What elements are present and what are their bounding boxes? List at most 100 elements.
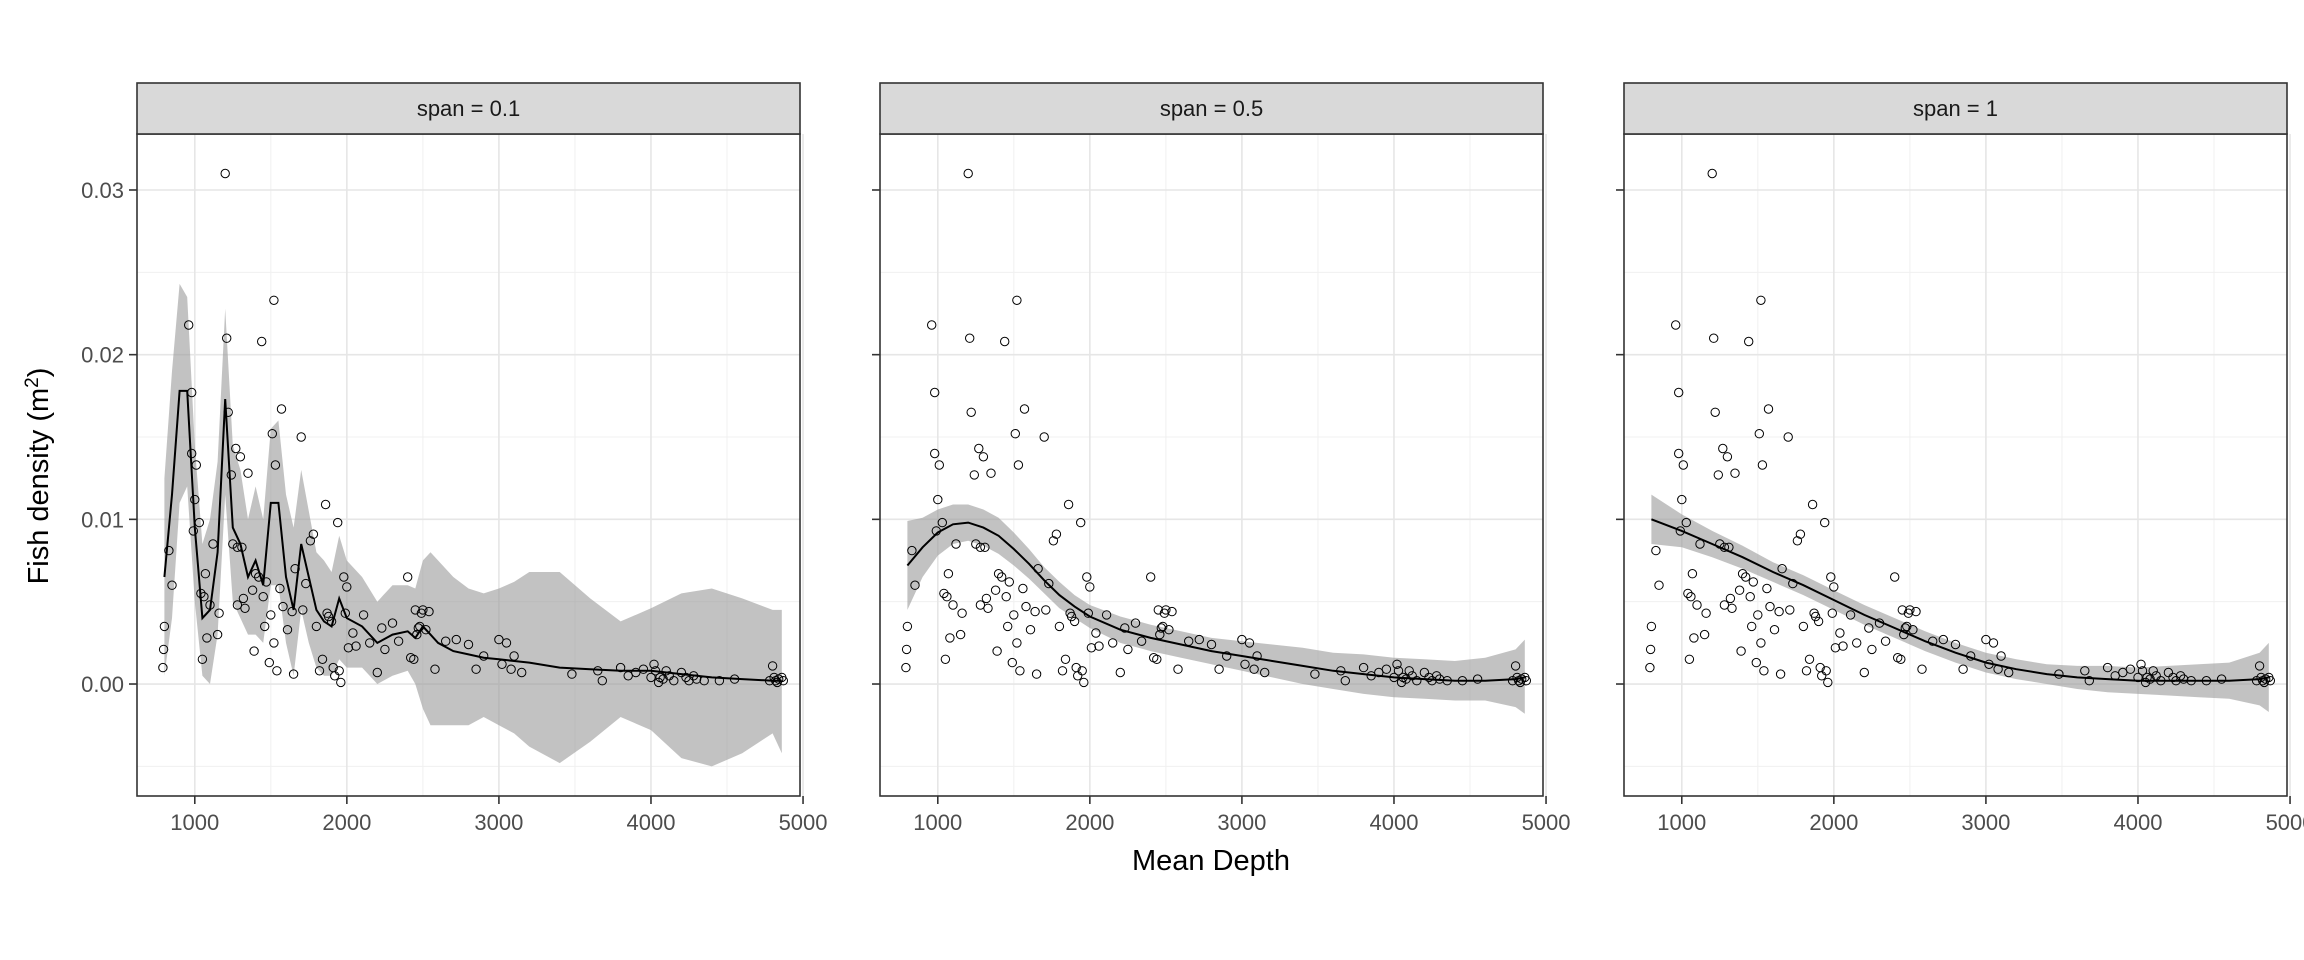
data-point <box>418 605 428 615</box>
data-point <box>1905 605 1915 615</box>
data-point <box>1801 666 1812 676</box>
data-point <box>358 610 369 620</box>
x-tick-label: 1000 <box>913 810 962 835</box>
data-point <box>1880 636 1891 646</box>
facet-strip <box>879 82 1544 135</box>
data-point <box>202 633 212 643</box>
data-point <box>1674 448 1684 459</box>
data-point <box>424 606 434 617</box>
data-point <box>1001 592 1011 602</box>
data-point <box>1859 667 1870 678</box>
data-point <box>1654 580 1664 590</box>
data-point <box>1692 600 1702 610</box>
data-point <box>1086 643 1097 653</box>
data-point <box>272 666 282 676</box>
data-point <box>1206 639 1217 650</box>
data-point <box>2216 674 2227 684</box>
data-point <box>1683 588 1693 599</box>
loess-fit-line <box>906 521 1525 682</box>
data-point <box>231 443 241 454</box>
data-point <box>1173 664 1183 674</box>
data-point <box>1018 583 1028 594</box>
data-point <box>1123 644 1133 655</box>
data-point <box>1645 662 1655 673</box>
data-point <box>267 429 277 439</box>
data-point <box>1076 517 1086 528</box>
data-point <box>222 333 232 343</box>
data-point <box>927 320 937 330</box>
y-tick-label: 0.00 <box>81 672 124 697</box>
data-point <box>1130 618 1141 628</box>
data-point <box>975 542 986 552</box>
data-point <box>974 443 984 454</box>
data-point <box>1686 592 1696 602</box>
data-point <box>288 669 299 679</box>
data-point <box>1340 676 1351 686</box>
data-point <box>2137 666 2148 676</box>
data-point <box>907 545 917 556</box>
x-tick-label: 5000 <box>779 810 828 835</box>
data-point <box>1777 564 1787 574</box>
data-point <box>220 168 230 179</box>
data-point <box>1756 295 1766 305</box>
data-point <box>1155 629 1165 640</box>
x-tick-label: 4000 <box>2114 810 2163 835</box>
data-point <box>669 676 679 686</box>
data-point <box>1813 616 1824 627</box>
data-point <box>1249 664 1259 674</box>
data-point <box>1510 661 1521 671</box>
confidence-band <box>1651 494 2269 712</box>
data-point <box>1012 295 1022 305</box>
data-point <box>1838 641 1848 651</box>
data-point <box>1769 625 1780 635</box>
data-point <box>1010 429 1020 439</box>
data-point <box>1830 643 1841 653</box>
data-point <box>948 600 958 610</box>
data-point <box>159 621 170 632</box>
x-tick-label: 2000 <box>1065 810 1114 835</box>
data-point <box>943 569 954 579</box>
data-point <box>1835 628 1845 638</box>
data-point <box>2254 661 2265 671</box>
data-point <box>2084 676 2095 686</box>
data-point <box>1240 659 1250 669</box>
data-point <box>1988 638 1999 648</box>
data-point <box>1684 654 1695 664</box>
data-point <box>1153 605 1164 615</box>
data-point <box>1393 666 1404 676</box>
data-point <box>269 295 279 305</box>
data-point <box>965 333 975 343</box>
data-point <box>238 593 249 604</box>
y-tick-label: 0.03 <box>81 178 124 203</box>
data-point <box>1745 592 1755 602</box>
data-point <box>1996 651 2006 661</box>
facet-strip-label: span = 0.5 <box>1160 96 1263 121</box>
x-tick-label: 5000 <box>2266 810 2304 835</box>
data-point <box>2136 659 2146 669</box>
data-point <box>714 676 725 686</box>
data-point <box>1908 625 1918 635</box>
data-point <box>1763 404 1774 414</box>
data-point <box>1792 536 1803 546</box>
data-point <box>997 572 1007 582</box>
y-axis-title-main: Fish density (m <box>23 388 55 585</box>
data-point <box>517 667 527 678</box>
data-point <box>387 618 398 628</box>
data-point <box>1756 638 1766 648</box>
data-point <box>1785 605 1795 615</box>
data-point <box>990 585 1001 595</box>
data-point <box>1146 572 1156 582</box>
data-point <box>314 666 325 676</box>
data-point <box>681 672 691 683</box>
data-point <box>1222 651 1232 661</box>
data-point <box>1101 610 1112 620</box>
data-point <box>930 448 940 459</box>
data-point <box>649 659 659 669</box>
data-point <box>1897 605 1908 615</box>
data-point <box>1424 672 1434 683</box>
data-point <box>767 661 778 671</box>
data-point <box>190 494 200 505</box>
data-point <box>339 572 349 582</box>
data-point <box>1063 499 1074 510</box>
data-point <box>1007 657 1017 668</box>
